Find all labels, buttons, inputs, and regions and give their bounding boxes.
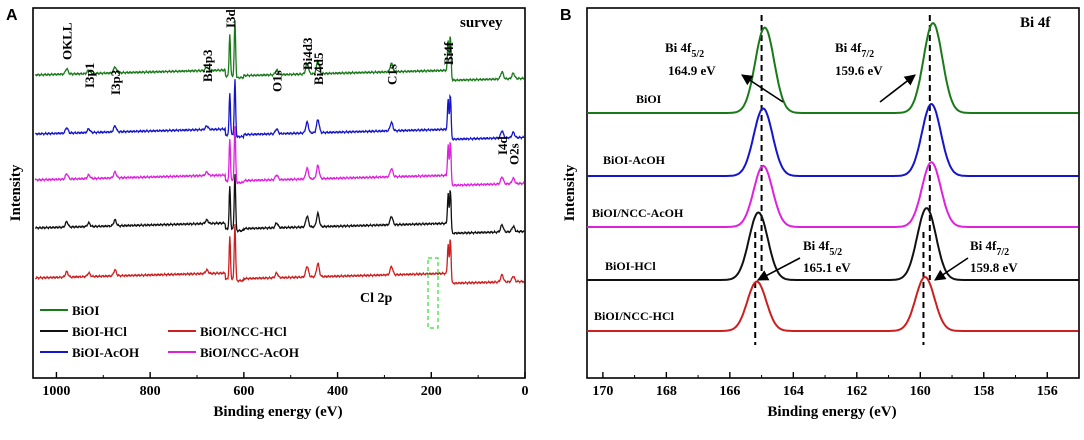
b-series-bioi-ncc-hcl <box>587 275 1079 332</box>
annot-3-title: Bi 4f <box>803 238 830 253</box>
b-xtick-label-166: 166 <box>719 384 740 399</box>
annot-1-title: Bi 4f <box>665 40 692 55</box>
a-xtick-label-200: 200 <box>421 384 442 399</box>
annot-2-title: Bi 4f <box>835 40 862 55</box>
a-xtick-label-0: 0 <box>522 384 529 399</box>
panel-b-frame <box>586 7 1080 379</box>
annot-4-arrow <box>934 257 969 281</box>
panel-b-series-group <box>587 22 1079 332</box>
legend-label-bioi-acoh: BiOI-AcOH <box>72 345 139 360</box>
svg-text:Bi 4f5/2: Bi 4f5/2 <box>665 40 704 60</box>
panel-a-xlabel: Binding energy (eV) <box>213 404 342 420</box>
a-xtick-label-600: 600 <box>233 384 254 399</box>
annotation-bi4f72-bottom: Bi 4f7/2 159.8 eV <box>970 238 1018 275</box>
b-label-bioi-acoh: BiOI-AcOH <box>603 153 666 167</box>
a-peak-label-i3p1: I3p1 <box>82 63 97 88</box>
annot-1-arrow <box>741 74 784 103</box>
a-peak-label-bi4f: Bi4f <box>441 41 456 65</box>
b-series-bioi-hcl <box>587 207 1079 281</box>
b-series-bioi-acoh <box>587 102 1079 177</box>
panel-a-ylabel: Intensity <box>8 164 24 221</box>
b-series-bioi <box>587 22 1079 114</box>
a-xtick-label-800: 800 <box>140 384 161 399</box>
a-peak-label-bi4d3: Bi4d3 <box>300 37 315 70</box>
annot-4-sub: 7/2 <box>996 247 1009 258</box>
panel-a-legend: BiOI BiOI-HCl BiOI/NCC-HCl BiOI-AcOH BiO… <box>40 303 299 360</box>
svg-text:Bi 4f5/2: Bi 4f5/2 <box>803 238 842 258</box>
annot-4-value: 159.8 eV <box>970 260 1018 275</box>
a-series-bioi-ncc-acoh <box>34 126 525 187</box>
b-label-bioi-ncc-hcl: BiOI/NCC-HCl <box>594 309 675 323</box>
annot-2-arrow <box>879 74 916 103</box>
b-xtick-label-160: 160 <box>910 384 931 399</box>
annot-1-value: 164.9 eV <box>668 63 716 78</box>
a-series-bioi <box>34 20 525 83</box>
a-peak-label-i3p3: I3p3 <box>108 69 123 95</box>
b-xtick-label-170: 170 <box>592 384 613 399</box>
annot-2-sub: 7/2 <box>861 49 874 60</box>
a-series-bioi-hcl <box>35 174 525 236</box>
annotation-bi4f52-top: Bi 4f5/2 164.9 eV <box>665 40 716 78</box>
a-series-bioi-ncc-hcl <box>34 224 525 286</box>
panel-b-letter: B <box>560 7 572 24</box>
svg-text:Bi 4f7/2: Bi 4f7/2 <box>835 40 874 60</box>
b-label-bioi-hcl: BiOI-HCl <box>605 259 656 273</box>
a-xtick-label-1000: 1000 <box>42 384 70 399</box>
a-peak-label-c1s: C1s <box>384 64 399 85</box>
panel-b-ylabel: Intensity <box>562 164 578 221</box>
legend-label-bioi-ncc-acoh: BiOI/NCC-AcOH <box>200 345 299 360</box>
panel-a-series-group <box>34 20 525 286</box>
annot-2-value: 159.6 eV <box>835 63 883 78</box>
b-label-bioi-ncc-acoh: BiOI/NCC-AcOH <box>592 206 684 220</box>
panel-b-title: Bi 4f <box>1020 15 1051 31</box>
legend-label-bioi-hcl: BiOI-HCl <box>72 324 127 339</box>
b-xtick-label-164: 164 <box>783 384 804 399</box>
cl2p-label: Cl 2p <box>360 291 393 306</box>
annotation-bi4f52-bottom: Bi 4f5/2 165.1 eV <box>803 238 851 275</box>
b-xtick-label-156: 156 <box>1037 384 1058 399</box>
annot-1-sub: 5/2 <box>691 49 704 60</box>
a-xtick-label-400: 400 <box>327 384 348 399</box>
panel-a-frame <box>32 7 526 379</box>
a-peak-label-o2s: O2s <box>506 143 521 165</box>
annot-3-value: 165.1 eV <box>803 260 851 275</box>
panel-b-x-ticks: 170 168 166 164 162 160 158 156 <box>592 372 1080 399</box>
b-series-bioi-ncc-acoh <box>587 161 1079 228</box>
a-series-bioi-acoh <box>34 79 525 142</box>
legend-label-bioi-ncc-hcl: BiOI/NCC-HCl <box>200 324 287 339</box>
a-peak-label-bi4d5: Bi4d5 <box>311 52 326 85</box>
a-peak-label-bi4p3: Bi4p3 <box>200 49 215 82</box>
b-xtick-label-168: 168 <box>656 384 677 399</box>
panel-a-title: survey <box>460 15 503 31</box>
a-peak-label-i4d: I4d <box>495 135 510 155</box>
annotation-bi4f72-top: Bi 4f7/2 159.6 eV <box>835 40 883 78</box>
a-peak-label-okll: OKLL <box>60 22 75 60</box>
legend-label-bioi: BiOI <box>72 303 99 318</box>
a-peak-label-o1s: O1s <box>270 70 285 92</box>
panel-a-letter: A <box>6 7 18 24</box>
svg-text:Bi 4f7/2: Bi 4f7/2 <box>970 238 1009 258</box>
annot-4-title: Bi 4f <box>970 238 997 253</box>
panel-b: B 170 168 166 164 162 160 158 156 Bi 4f Binding… <box>560 7 1080 420</box>
a-peak-label-i3d: I3d <box>223 8 238 28</box>
panel-b-xlabel: Binding energy (eV) <box>767 404 896 420</box>
b-xtick-label-158: 158 <box>973 384 994 399</box>
annot-3-arrow <box>757 257 801 281</box>
b-xtick-label-162: 162 <box>846 384 867 399</box>
panel-a-x-ticks: 1000 800 600 400 200 0 <box>42 372 529 399</box>
annot-3-sub: 5/2 <box>829 247 842 258</box>
panel-b-reference-lines <box>754 15 931 345</box>
b-label-bioi: BiOI <box>636 92 662 106</box>
cl2p-box <box>427 257 439 329</box>
